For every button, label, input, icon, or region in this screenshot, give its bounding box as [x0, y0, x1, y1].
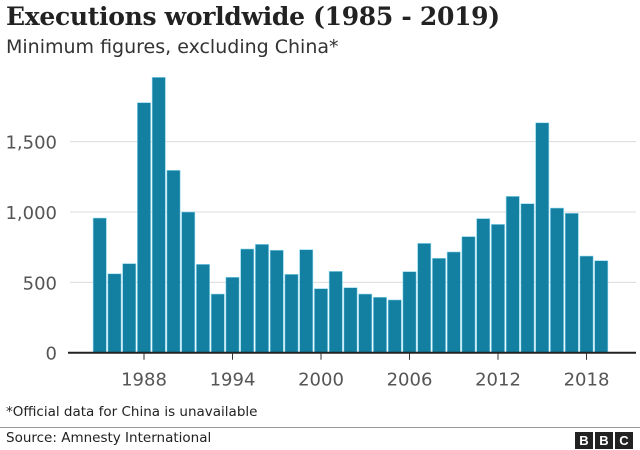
bar-1986 [107, 273, 122, 354]
x-tick-label: 2018 [564, 370, 610, 391]
chart-subtitle: Minimum figures, excluding China* [6, 36, 339, 58]
x-tick-label: 2012 [475, 370, 521, 391]
bar-2018 [579, 255, 594, 353]
bar-2008 [432, 257, 446, 354]
y-tick-label: 500 [23, 273, 57, 294]
source-text: Source: Amnesty International [6, 430, 212, 446]
footer-divider [0, 427, 640, 428]
y-tick-label: 0 [46, 344, 57, 365]
bar-2000 [314, 288, 328, 353]
bar-1995 [240, 248, 255, 354]
footnote: *Official data for China is unavailable [6, 404, 258, 420]
bar-1992 [196, 264, 210, 353]
bar-2017 [564, 212, 579, 353]
bar-2010 [461, 236, 476, 353]
bar-2004 [373, 296, 387, 353]
bar-1999 [299, 249, 314, 353]
y-tick-label: 1,500 [5, 133, 57, 154]
bar-2002 [343, 287, 358, 353]
bar-2011 [476, 218, 491, 353]
bar-2009 [446, 251, 461, 354]
x-tick-label: 2000 [298, 370, 344, 391]
bar-1988 [137, 102, 151, 353]
bar-1993 [210, 293, 225, 354]
bar-2014 [520, 203, 535, 353]
bar-1996 [255, 244, 269, 353]
bar-2019 [594, 260, 609, 353]
bar-1994 [225, 276, 240, 353]
x-tick-label: 1994 [210, 370, 256, 391]
bar-1991 [181, 211, 196, 353]
bar-2007 [417, 243, 432, 353]
bar-2005 [387, 299, 402, 354]
bar-1990 [166, 170, 181, 353]
bar-2016 [550, 207, 564, 353]
bar-2015 [535, 122, 550, 353]
bar-1987 [122, 263, 137, 354]
bar-1989 [151, 77, 166, 354]
bar-2001 [328, 271, 343, 353]
x-tick-label: 2006 [387, 370, 433, 391]
bar-2012 [491, 224, 505, 354]
bar-2006 [402, 271, 417, 353]
bar-2003 [358, 293, 373, 354]
y-tick-label: 1,000 [5, 203, 57, 224]
chart-title: Executions worldwide (1985 - 2019) [6, 2, 500, 31]
bar-1998 [284, 274, 299, 354]
bar-1985 [92, 217, 107, 353]
x-tick-label: 1988 [121, 370, 167, 391]
bar-1997 [269, 249, 284, 354]
bar-2013 [505, 196, 520, 353]
